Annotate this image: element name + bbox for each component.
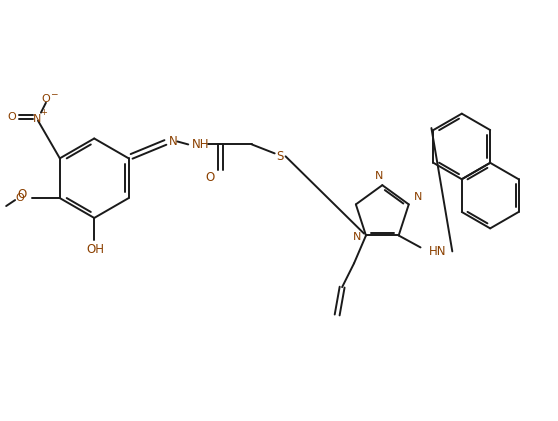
Text: OH: OH (86, 243, 104, 256)
Text: N: N (413, 192, 422, 203)
Text: HN: HN (429, 245, 446, 258)
Text: −: − (50, 89, 57, 98)
Text: O: O (16, 193, 25, 203)
Text: S: S (276, 150, 283, 163)
Text: O: O (41, 94, 50, 104)
Text: N: N (33, 114, 41, 124)
Text: N: N (353, 232, 361, 242)
Text: O: O (17, 188, 27, 201)
Text: N: N (169, 135, 177, 148)
Text: NH: NH (191, 138, 209, 151)
Text: N: N (375, 171, 383, 181)
Text: O: O (205, 171, 215, 184)
Text: +: + (41, 108, 47, 117)
Text: O: O (8, 112, 17, 122)
